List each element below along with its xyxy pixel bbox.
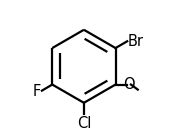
Text: Cl: Cl — [77, 116, 91, 131]
Text: Br: Br — [128, 34, 144, 49]
Text: O: O — [123, 77, 135, 92]
Text: F: F — [32, 84, 40, 99]
